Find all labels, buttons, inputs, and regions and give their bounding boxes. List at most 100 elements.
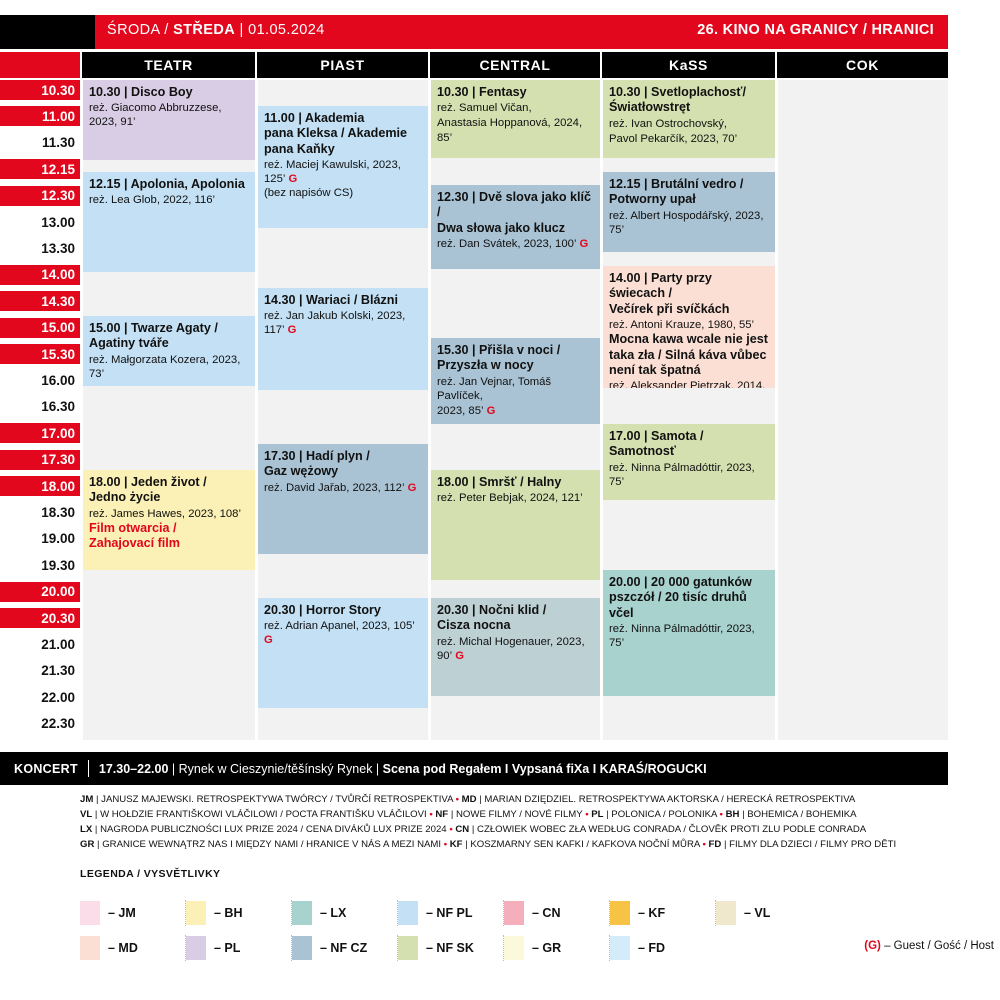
- abbrev-code: PL: [588, 808, 604, 820]
- event-title: 20.30 | Horror Story: [264, 603, 381, 617]
- legend-row-2: – MD – PL – NF CZ – NF SK – GR – FD: [80, 935, 716, 961]
- legend-swatch: [80, 936, 100, 960]
- event-title: 12.15 | Brutální vedro /: [609, 177, 744, 191]
- legend-item: – NF SK: [398, 935, 504, 961]
- time-slot: 13.30: [41, 240, 75, 256]
- event-title: 12.15 | Apolonia, Apolonia: [89, 177, 245, 191]
- event-title2: Samotnosť: [609, 444, 676, 459]
- abbrev-bullet: •: [455, 794, 459, 805]
- legend-title: LEGENDA / VYSVĚTLIVKY: [80, 868, 221, 880]
- guest-legend: (G) – Guest / Gość / Host: [864, 940, 994, 952]
- event-title: 18.00 | Smršť / Halny: [437, 475, 562, 489]
- legend-swatch: [398, 901, 418, 925]
- event-title2: pana Kleksa / Akademie: [264, 126, 408, 141]
- event-title2: Večírek při svíčkách: [609, 301, 730, 316]
- event-sub: reż. Antoni Krauze, 1980, 55’: [609, 319, 755, 332]
- event-block[interactable]: 12.15 | Apolonia, Apolonia reż. Lea Glob,…: [83, 172, 255, 272]
- time-slot: 20.30: [0, 608, 80, 628]
- abbrev-code: FD: [705, 838, 722, 850]
- time-slot: 16.30: [41, 399, 75, 415]
- time-slot: 12.30: [0, 185, 80, 206]
- legend-label: – MD: [108, 941, 138, 955]
- time-slot: 22.00: [41, 689, 75, 705]
- event-title2: Dwa słowa jako klucz: [437, 220, 566, 235]
- abbrev-code: LX: [80, 823, 93, 835]
- event-title: 10.30 | Fentasy: [437, 85, 527, 99]
- time-slot: 15.30: [0, 344, 80, 364]
- event-block[interactable]: 12.30 | Dvě slova jako klíč / Dwa słowa j…: [431, 185, 600, 269]
- abbreviations-block: JM | JANUSZ MAJEWSKI. RETROSPEKTYWA TWÓR…: [80, 793, 950, 853]
- festival-title: 26. KINO NA GRANICY / HRANICI: [697, 22, 934, 38]
- date-label: ŚRODA / STŘEDA | 01.05.2024: [107, 22, 325, 38]
- concert-bar: KONCERT 17.30–22.00 | Rynek w Cieszynie/…: [0, 752, 948, 785]
- event-block[interactable]: 14.00 | Party przy świecach / Večírek při…: [603, 266, 775, 388]
- abbrev-code: BH: [722, 808, 740, 820]
- column-piast: 11.00 | Akademia pana Kleksa / Akademie pa…: [255, 80, 428, 740]
- event-block[interactable]: 20.00 | 20 000 gatunków pszczół / 20 tisí…: [603, 570, 775, 696]
- legend-label: – BH: [214, 906, 243, 920]
- legend-item: – JM: [80, 900, 186, 926]
- event-sub: reż. Peter Bebjak, 2024, 121’: [437, 492, 583, 505]
- event-block[interactable]: 10.30 | Disco Boy reż. Giacomo Abbruzzese…: [83, 80, 255, 160]
- concert-divider: [87, 760, 89, 777]
- abbrev-bullet: •: [449, 823, 453, 835]
- event-title2: Agatiny tváře: [89, 336, 169, 351]
- event-block[interactable]: 15.30 | Přišla v noci / Przyszła w nocy re…: [431, 338, 600, 424]
- legend-row-1: – JM – BH – LX – NF PL – CN – KF – VL: [80, 900, 822, 926]
- time-slot: 17.30: [0, 449, 80, 470]
- event-block[interactable]: 20.30 | Nočni klid / Cisza nocna reż. Mich…: [431, 598, 600, 696]
- event-sub: reż. Michal Hogenauer, 2023, 90’ G: [437, 635, 585, 662]
- time-slot: 17.00: [0, 423, 80, 444]
- abbrev-text: | NOWE FILMY / NOVÉ FILMY: [448, 808, 586, 820]
- abbrev-code: GR: [80, 838, 95, 850]
- guest-text: – Guest / Gość / Host: [880, 940, 994, 952]
- concert-sep-2: |: [372, 761, 383, 776]
- concert-time: 17.30–22.00: [98, 761, 169, 776]
- event-block[interactable]: 18.00 | Smršť / Halny reż. Peter Bebjak, …: [431, 470, 600, 580]
- event-title2: Cisza nocna: [437, 618, 511, 633]
- event-block[interactable]: 10.30 | Svetloplachosť/Światłowstręt reż.…: [603, 80, 775, 158]
- legend-item: – CN: [504, 900, 610, 926]
- event-sub: reż. Lea Glob, 2022, 116’: [89, 194, 216, 207]
- event-block[interactable]: 15.00 | Twarze Agaty / Agatiny tváře reż. …: [83, 316, 255, 386]
- column-central: 10.30 | Fentasy reż. Samuel Vičan, Anastas…: [428, 80, 600, 740]
- legend-label: – LX: [320, 906, 347, 920]
- time-slot: 13.00: [41, 214, 75, 230]
- abbreviation-line: GR | GRANICE WEWNĄTRZ NAS I MIĘDZY NAMI …: [80, 838, 950, 853]
- event-title: 14.00 | Party przy świecach /: [609, 271, 712, 301]
- event-title: 10.30 | Disco Boy: [89, 85, 193, 99]
- event-sub: reż. Jan Vejnar, Tomáš Pavlíček,: [437, 375, 552, 402]
- venue-header-teatr: TEATR: [80, 52, 255, 78]
- legend-label: – NF SK: [426, 941, 474, 955]
- event-block[interactable]: 20.30 | Horror Story reż. Adrian Apanel, …: [258, 598, 428, 708]
- time-column: 10.30 11.00 11.30 12.15 12.30 13.00 13.30 14.00…: [0, 80, 80, 740]
- event-block[interactable]: 11.00 | Akademia pana Kleksa / Akademie pa…: [258, 106, 428, 228]
- event-block[interactable]: 12.15 | Brutální vedro / Potworny upał reż…: [603, 172, 775, 252]
- legend-label: – NF PL: [426, 906, 473, 920]
- time-slot: 14.30: [0, 291, 80, 312]
- event-sub: reż. James Hawes, 2023, 108’: [89, 507, 241, 520]
- time-slot: 16.00: [41, 372, 75, 388]
- event-block[interactable]: 18.00 | Jeden život / Jedno życie reż. Jam…: [83, 470, 255, 570]
- top-header-bar: ŚRODA / STŘEDA | 01.05.2024 26. KINO NA …: [0, 15, 948, 49]
- time-slot: 11.00: [0, 106, 80, 127]
- abbreviation-line: LX | NAGRODA PUBLICZNOŚCI LUX PRIZE 2024…: [80, 823, 950, 838]
- event-block[interactable]: 10.30 | Fentasy reż. Samuel Vičan, Anastas…: [431, 80, 600, 158]
- abbreviation-line: VL | W HOŁDZIE FRANTIŠKOWI VLÁČILOWI / P…: [80, 808, 950, 823]
- event-title2: Potworny upał: [609, 192, 696, 207]
- event-sub: reż. Giacomo Abbruzzese, 2023, 91’: [89, 102, 222, 129]
- event-title2: Gaz wężowy: [264, 464, 339, 479]
- date-bold: STŘEDA: [173, 22, 236, 38]
- header-red-block: ŚRODA / STŘEDA | 01.05.2024 26. KINO NA …: [95, 15, 948, 49]
- event-block[interactable]: 17.30 | Hadí plyn / Gaz wężowy reż. David …: [258, 444, 428, 554]
- abbrev-code: MD: [459, 794, 477, 805]
- concert-label: KONCERT: [14, 761, 78, 776]
- event-block[interactable]: 17.00 | Samota / Samotnosť reż. Ninna Pálm…: [603, 424, 775, 500]
- event-note: (bez napisów CS): [264, 187, 354, 200]
- event-block[interactable]: 14.30 | Wariaci / Blázni reż. Jan Jakub K…: [258, 288, 428, 390]
- concert-sep-3: I: [501, 761, 512, 776]
- legend-label: – JM: [108, 906, 136, 920]
- legend-item: – NF CZ: [292, 935, 398, 961]
- abbrev-text: | KOSZMARNY SEN KAFKI / KAFKOVA NOČNÍ MŮ…: [462, 838, 703, 850]
- time-slot: 21.00: [41, 636, 75, 652]
